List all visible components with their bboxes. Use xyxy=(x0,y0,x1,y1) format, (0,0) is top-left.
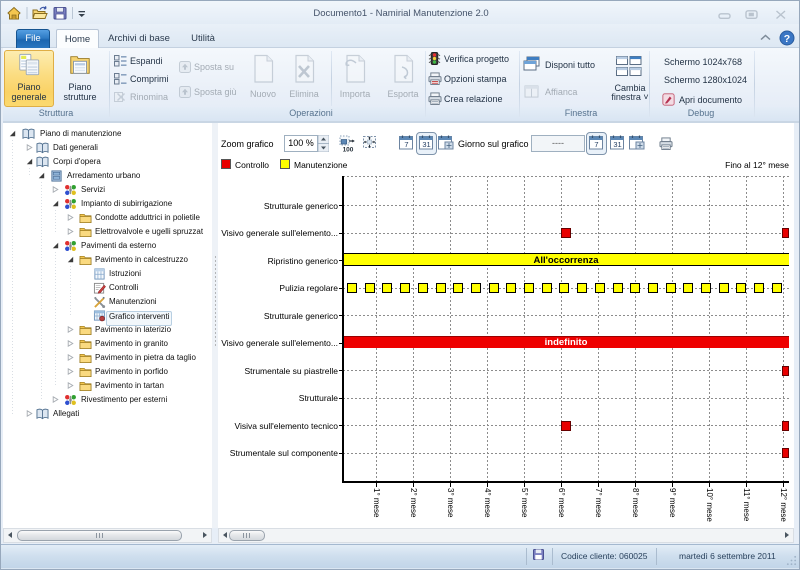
svg-text:31: 31 xyxy=(422,140,430,149)
svg-text:7: 7 xyxy=(404,140,408,149)
svg-text:100: 100 xyxy=(343,147,354,154)
svg-text:31: 31 xyxy=(613,140,621,149)
svg-text:?: ? xyxy=(784,33,790,45)
svg-text:7: 7 xyxy=(594,140,598,149)
